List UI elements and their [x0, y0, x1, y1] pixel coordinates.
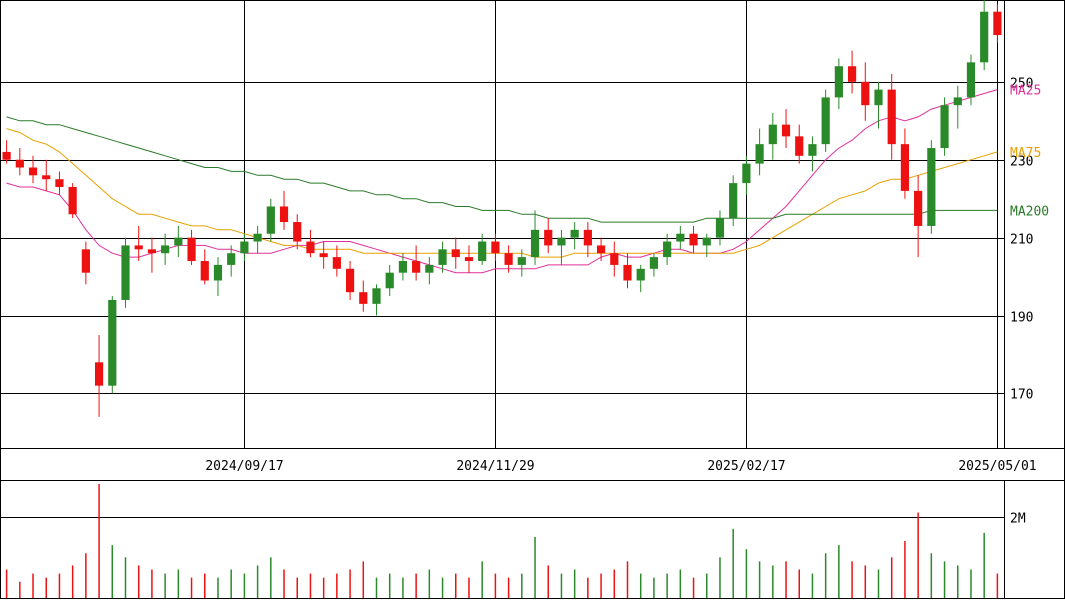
candle-body — [822, 97, 830, 144]
candle-body — [42, 175, 50, 179]
candle-body — [914, 191, 922, 226]
ma-legend-label: MA200 — [1010, 204, 1049, 219]
date-label: 2024/11/29 — [456, 459, 534, 474]
price-tick-label: 190 — [1010, 311, 1033, 326]
candle-body — [135, 245, 143, 249]
ma-line-ma75 — [7, 129, 998, 258]
candle-body — [940, 105, 948, 148]
candle-body — [729, 183, 737, 218]
date-label: 2025/05/01 — [958, 459, 1036, 474]
candle-body — [359, 292, 367, 304]
candle-body — [689, 234, 697, 246]
candle-body — [16, 160, 24, 168]
candle-body — [438, 249, 446, 265]
date-label: 2025/02/17 — [707, 459, 785, 474]
candle-body — [993, 12, 1001, 35]
candle-body — [491, 242, 499, 254]
candle-body — [174, 238, 182, 246]
candle-body — [637, 269, 645, 281]
candle-body — [769, 125, 777, 144]
candle-body — [280, 206, 288, 222]
candle-body — [742, 164, 750, 183]
candle-body — [121, 245, 129, 300]
candle-body — [557, 238, 565, 246]
candle-body — [597, 245, 605, 253]
candle-body — [227, 253, 235, 265]
date-label-panel: 2024/09/17 2024/11/29 2025/02/17 2025/05/01 — [205, 459, 1036, 474]
candle-body — [650, 257, 658, 269]
candle-body — [187, 238, 195, 261]
price-tick-label: 210 — [1010, 233, 1033, 248]
candle-body — [293, 222, 301, 241]
candle-body — [55, 179, 63, 187]
candle-body — [386, 273, 394, 289]
candle-body — [306, 242, 314, 254]
candle-body — [108, 300, 116, 386]
candle-body — [346, 269, 354, 292]
candle-body — [544, 230, 552, 246]
candle-body — [3, 152, 11, 160]
candle-body — [980, 12, 988, 63]
ma-line-ma200 — [7, 117, 998, 222]
candle-body — [888, 90, 896, 145]
price-tick-label: 170 — [1010, 388, 1033, 403]
candle-body — [610, 253, 618, 265]
candle-body — [623, 265, 631, 281]
candle-body — [716, 218, 724, 237]
candle-body — [333, 257, 341, 269]
candle-body — [214, 265, 222, 281]
candle-body — [848, 66, 856, 82]
candle-body — [267, 206, 275, 233]
candle-body — [29, 168, 37, 176]
candle-body — [861, 82, 869, 105]
ma-line-ma25 — [7, 90, 998, 273]
candle-body — [835, 66, 843, 97]
candle-body — [663, 242, 671, 258]
candle-body — [425, 265, 433, 273]
candle-body — [478, 242, 486, 261]
candle-body — [95, 362, 103, 385]
candle-body — [82, 249, 90, 272]
candle-body — [954, 97, 962, 105]
date-label: 2024/09/17 — [205, 459, 283, 474]
candle-body — [676, 234, 684, 242]
candle-body — [703, 238, 711, 246]
candle-body — [412, 261, 420, 273]
candle-body — [901, 144, 909, 191]
candle-body — [254, 234, 262, 242]
candle-body — [161, 245, 169, 253]
volume-tick-label: 2M — [1010, 512, 1026, 527]
candle-body — [927, 148, 935, 226]
candle-body — [399, 261, 407, 273]
candle-body — [782, 125, 790, 137]
candle-body — [320, 253, 328, 257]
candle-body — [201, 261, 209, 280]
ma-legend-label: MA25 — [1010, 84, 1041, 99]
ma-legend-label: MA75 — [1010, 146, 1041, 161]
candle-body — [372, 288, 380, 304]
candle-body — [69, 187, 77, 214]
candle-body — [465, 257, 473, 261]
candle-body — [756, 144, 764, 163]
candle-body — [874, 90, 882, 106]
candle-body — [240, 242, 248, 254]
candle-body — [584, 230, 592, 246]
candle-body — [967, 62, 975, 97]
candle-body — [452, 249, 460, 257]
volume-panel: 2M — [0, 480, 1065, 598]
candle-body — [518, 257, 526, 265]
candle-body — [148, 249, 156, 253]
candle-body — [571, 230, 579, 238]
candle-body — [531, 230, 539, 257]
candle-body — [505, 253, 513, 265]
candle-body — [795, 136, 803, 155]
candle-body — [808, 144, 816, 156]
